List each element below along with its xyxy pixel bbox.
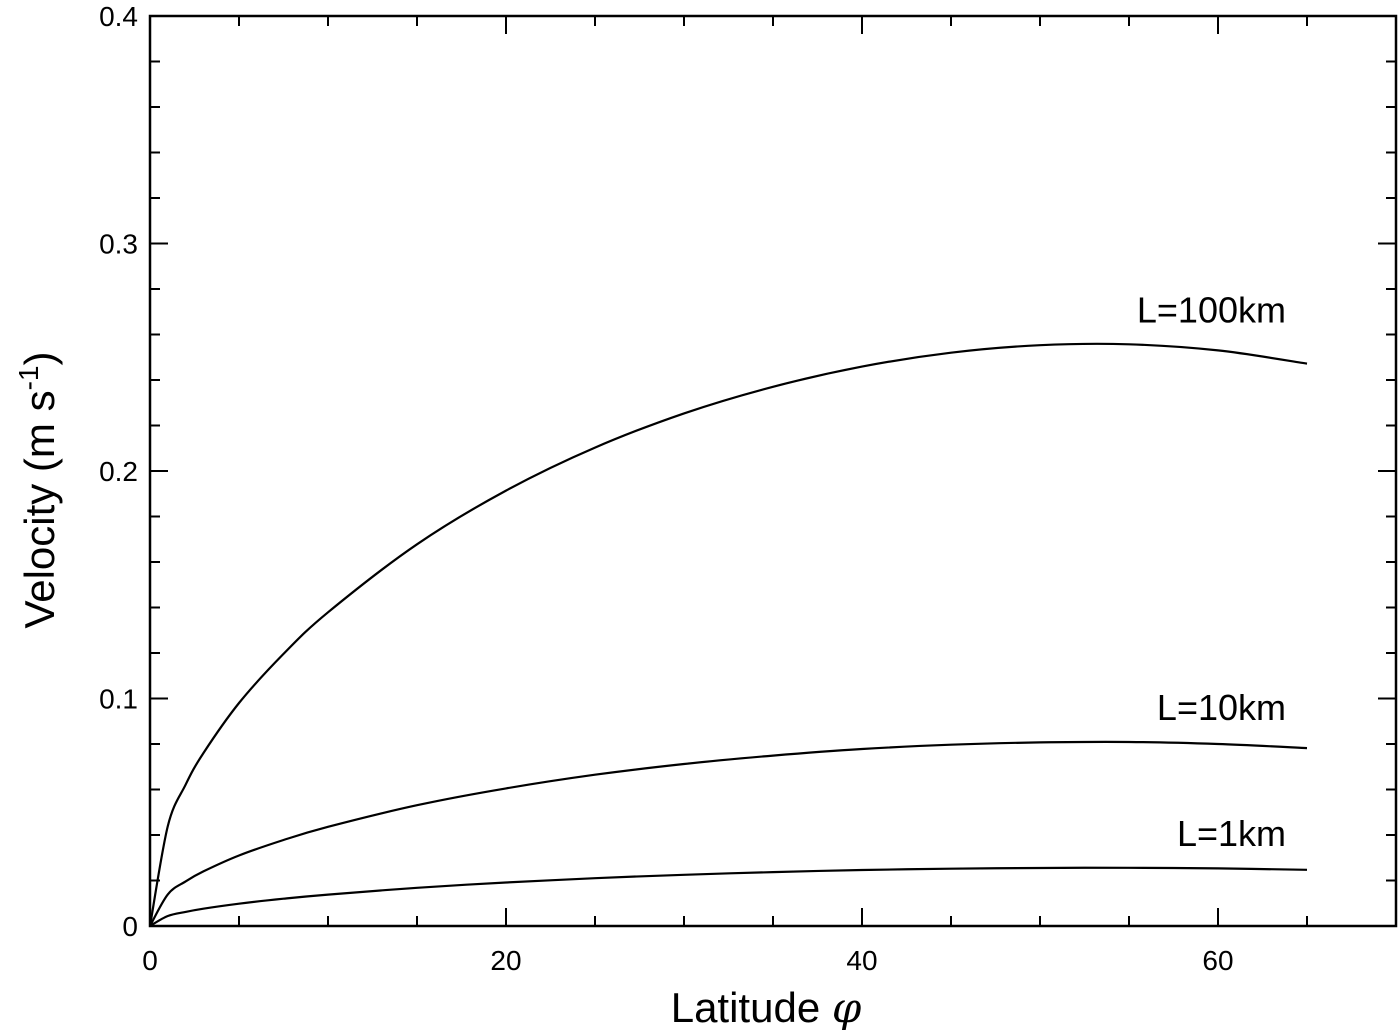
y-axis-superscript: -1 (13, 366, 44, 391)
series-line-2 (149, 866, 1308, 927)
tick-labels: 0 20 40 60 0 0.1 0.2 0.3 0.4 (99, 1, 1234, 976)
series-curves (148, 342, 1308, 927)
y-axis-close-paren: ) (16, 352, 63, 366)
y-tick-label: 0 (122, 911, 138, 942)
y-tick-label: 0.2 (99, 456, 138, 487)
series-labels: L=100km L=10km L=1km (1137, 289, 1286, 853)
series-line-1 (149, 740, 1308, 927)
series-line-0 (148, 342, 1308, 927)
x-axis-symbol: φ (832, 983, 862, 1030)
x-axis-title: Latitude φ (671, 983, 862, 1030)
x-tick-label: 0 (142, 945, 158, 976)
series-label-1: L=10km (1157, 687, 1286, 728)
x-tick-label: 20 (490, 945, 521, 976)
y-tick-label: 0.4 (99, 1, 138, 32)
y-tick-label: 0.1 (99, 684, 138, 715)
x-tick-label: 60 (1202, 945, 1233, 976)
series-label-2: L=1km (1177, 813, 1286, 854)
plot-frame (148, 14, 1398, 928)
y-tick-label: 0.3 (99, 229, 138, 260)
y-axis-title: Velocity (m s-1) (13, 352, 63, 629)
x-tick-label: 40 (846, 945, 877, 976)
tick-marks (149, 15, 1397, 927)
series-label-0: L=100km (1137, 289, 1286, 330)
